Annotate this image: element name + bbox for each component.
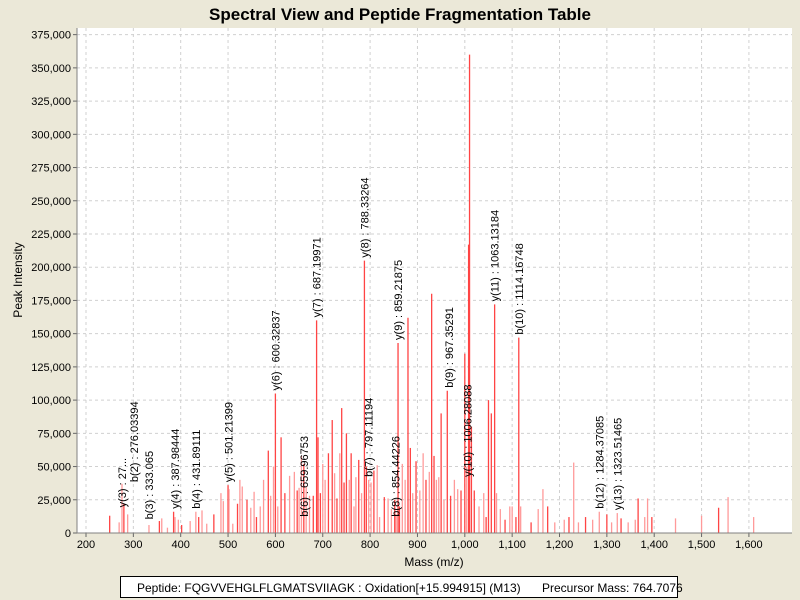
- axes-layer: 200 300 400 500 600 700 800 900 1,000 1,100 1,200 1…: [31, 28, 792, 551]
- x-tick-label: 700: [314, 539, 332, 551]
- fragment-ion-label: b(4) : 431.89111: [191, 430, 203, 509]
- fragment-ion-label: y(11) : 1063.13184: [490, 210, 502, 302]
- fragment-ion-label: y(5) : 501.21399: [224, 402, 236, 482]
- chart-title: Spectral View and Peptide Fragmentation …: [209, 5, 591, 24]
- x-tick-label: 1,600: [735, 539, 763, 551]
- x-tick-label: 400: [172, 539, 190, 551]
- plot-area: [77, 28, 792, 533]
- fragment-ion-label: b(12) : 1284.37085: [594, 416, 606, 509]
- x-axis-label: Mass (m/z): [404, 555, 463, 569]
- fragment-ion-label: b(3) : 333.065: [144, 451, 156, 520]
- fragment-ion-label: y(9) : 859.21875: [393, 260, 405, 340]
- y-tick-label: 50,000: [37, 462, 71, 474]
- precursor-mass: Precursor Mass: 764.7076: [541, 581, 683, 595]
- y-tick-label: 300,000: [31, 129, 71, 141]
- y-tick-label: 150,000: [31, 329, 71, 341]
- x-tick-label: 300: [124, 539, 142, 551]
- peaks-layer: [109, 54, 755, 533]
- fragment-ion-label: b(9) : 967.35291: [444, 307, 456, 388]
- y-tick-label: 350,000: [31, 63, 71, 75]
- x-tick-label: 900: [408, 539, 426, 551]
- x-tick-label: 1,400: [640, 539, 668, 551]
- x-tick-label: 600: [266, 539, 284, 551]
- fragment-ion-label: y(3) : 27...: [117, 458, 129, 508]
- fragment-ion-label: y(8) : 788.33264: [359, 177, 371, 257]
- y-tick-label: 225,000: [31, 229, 71, 241]
- fragment-ion-label: b(2) : 276.03394: [129, 401, 141, 482]
- x-tick-label: 200: [77, 539, 95, 551]
- fragment-ion-label: y(4) : 387.98444: [170, 429, 182, 509]
- x-tick-label: 1,500: [688, 539, 716, 551]
- y-tick-label: 75,000: [37, 428, 71, 440]
- y-tick-label: 275,000: [31, 163, 71, 175]
- spectrum-chart: Spectral View and Peptide Fragmentation …: [11, 5, 792, 569]
- y-tick-label: 175,000: [31, 295, 71, 307]
- y-tick-label: 25,000: [37, 495, 71, 507]
- y-axis-label: Peak Intensity: [11, 242, 25, 317]
- y-tick-label: 200,000: [31, 262, 71, 274]
- x-tick-label: 500: [219, 539, 237, 551]
- fragment-ion-label: b(6) : 659.96753: [299, 436, 311, 517]
- y-tick-label: 250,000: [31, 196, 71, 208]
- x-tick-label: 1,300: [593, 539, 621, 551]
- fragment-ion-label: y(7) : 687.19971: [312, 237, 324, 317]
- fragment-ion-label: b(10) : 1114.16748: [514, 243, 526, 334]
- peptide-sequence: Peptide: FQGVVEHGLFLGMATSVIIAGK : Oxidat…: [137, 581, 521, 595]
- x-tick-label: 1,000: [451, 539, 479, 551]
- x-tick-label: 1,100: [498, 539, 526, 551]
- y-tick-label: 100,000: [31, 395, 71, 407]
- fragment-ion-label: y(13) : 1323.51465: [613, 418, 625, 510]
- fragment-ion-label: b(7) : 797.11194: [364, 398, 376, 477]
- peptide-info-box: Peptide: FQGVVEHGLFLGMATSVIIAGK : Oxidat…: [120, 576, 683, 598]
- fragment-ion-label: y(10) : 1006.28088: [463, 384, 475, 476]
- x-tick-label: 800: [361, 539, 379, 551]
- fragment-ion-label: y(6) : 600.32837: [270, 310, 282, 390]
- fragment-ion-label: b(8) : 854.44226: [391, 436, 403, 517]
- y-tick-label: 125,000: [31, 362, 71, 374]
- x-tick-label: 1,200: [546, 539, 574, 551]
- y-tick-label: 325,000: [31, 96, 71, 108]
- y-tick-label: 375,000: [31, 30, 71, 42]
- y-tick-label: 0: [65, 528, 71, 540]
